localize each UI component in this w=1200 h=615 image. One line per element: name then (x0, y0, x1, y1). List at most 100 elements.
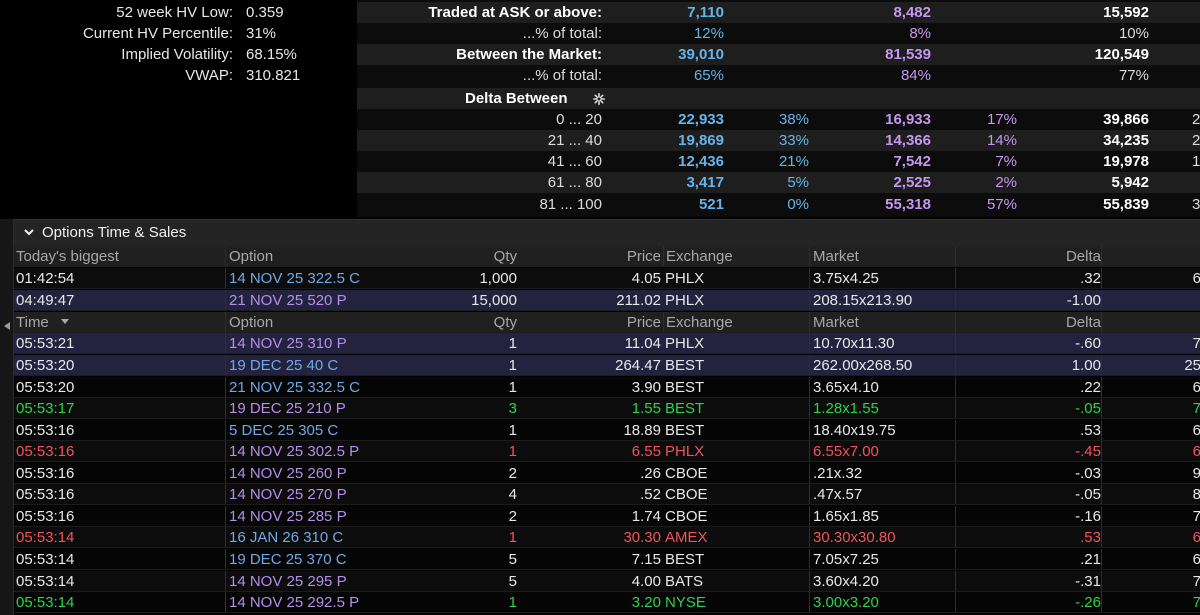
col-header-time[interactable]: Time (16, 312, 226, 332)
trade-extra: 25 (1101, 355, 1200, 375)
summary-label: ...% of total: (522, 25, 602, 42)
trade-row[interactable]: 05:53:14 19 DEC 25 370 C 5 7.15 BEST 7.0… (14, 549, 1200, 570)
trade-row[interactable]: 05:53:14 14 NOV 25 295 P 5 4.00 BATS 3.6… (14, 571, 1200, 592)
summary-label: ...% of total: (522, 67, 602, 84)
summary-label: Traded at ASK or above: (428, 4, 602, 21)
trade-option[interactable]: 14 NOV 25 292.5 P (225, 592, 519, 612)
trade-option[interactable]: 16 JAN 26 310 C (225, 527, 519, 547)
trade-time: 05:53:14 (16, 551, 75, 568)
trade-qty: 1 (508, 529, 517, 546)
trade-qty: 1 (508, 594, 517, 611)
col-header-option[interactable]: Option (225, 312, 519, 332)
summary-bid-pct: 8% (909, 25, 931, 42)
trade-extra: 7 (1101, 333, 1200, 353)
trade-row[interactable]: 05:53:16 5 DEC 25 305 C 1 18.89 BEST 18.… (14, 420, 1200, 441)
col-header-market[interactable]: Market (809, 246, 959, 266)
sort-desc-icon[interactable] (60, 319, 69, 325)
biggest-header-row: Today's biggest Option Qty Price Exchang… (14, 246, 1200, 267)
delta-ask-pct: 33% (778, 132, 809, 149)
col-header-qty[interactable]: Qty (493, 248, 517, 265)
gear-icon[interactable] (593, 93, 605, 105)
trade-row[interactable]: 05:53:16 14 NOV 25 302.5 P 1 6.55 PHLX 6… (14, 441, 1200, 462)
trade-delta: .32 (955, 268, 1101, 288)
trade-option[interactable]: 14 NOV 25 285 P (225, 506, 519, 526)
trade-delta: .53 (955, 527, 1101, 547)
col-header-option[interactable]: Option (225, 246, 519, 266)
trade-option[interactable]: 14 NOV 25 302.5 P (225, 441, 519, 461)
col-header-market[interactable]: Market (809, 312, 959, 332)
trade-qty: 1 (508, 443, 517, 460)
summary-bid-count: 8,482 (893, 4, 931, 21)
trade-qty: 1 (508, 357, 517, 374)
stat-value: 31% (246, 25, 277, 42)
trade-qty: 5 (508, 551, 517, 568)
trade-option[interactable]: 14 NOV 25 260 P (225, 463, 519, 483)
trade-option[interactable]: 5 DEC 25 305 C (225, 420, 519, 440)
col-header-delta[interactable]: Delta (955, 312, 1101, 332)
summary-ask-count: 39,010 (678, 46, 724, 63)
trade-row[interactable]: 05:53:14 14 NOV 25 292.5 P 1 3.20 NYSE 3… (14, 592, 1200, 613)
delta-between-label: Delta Between (465, 90, 568, 107)
col-header-price[interactable]: Price (626, 248, 661, 265)
trade-price: 1.74 (631, 508, 661, 525)
col-header-delta[interactable]: Delta (955, 246, 1101, 266)
trade-extra: 8 (1101, 484, 1200, 504)
col-header-exchange[interactable]: Exchange (663, 246, 812, 266)
summary-total-pct: 10% (1118, 25, 1149, 42)
trade-row[interactable]: 05:53:16 14 NOV 25 260 P 2 .26 CBOE .21x… (14, 463, 1200, 484)
trade-qty: 5 (508, 573, 517, 590)
trade-price: .26 (640, 465, 661, 482)
biggest-row[interactable]: 01:42:54 14 NOV 25 322.5 C 1,000 4.05 PH… (14, 268, 1200, 289)
trade-row[interactable]: 05:53:16 14 NOV 25 270 P 4 .52 CBOE .47x… (14, 484, 1200, 505)
trade-row[interactable]: 05:53:16 14 NOV 25 285 P 2 1.74 CBOE 1.6… (14, 506, 1200, 527)
trade-time: 05:53:16 (16, 422, 75, 439)
col-header-qty[interactable]: Qty (493, 314, 517, 331)
trade-row[interactable]: 05:53:21 14 NOV 25 310 P 1 11.04 PHLX 10… (14, 333, 1200, 354)
options-time-sales-header[interactable]: Options Time & Sales (14, 219, 1200, 246)
trade-price: 30.30 (623, 529, 661, 546)
collapse-left-icon[interactable] (3, 321, 11, 331)
chevron-down-icon[interactable] (22, 220, 36, 246)
stat-row-vwap: VWAP: 310.821 (0, 65, 356, 86)
trade-exchange: PHLX (665, 292, 705, 309)
trade-time: 05:53:20 (16, 379, 75, 396)
summary-total-pct: 77% (1118, 67, 1149, 84)
trade-market: 3.65x4.10 (809, 377, 959, 397)
trade-option[interactable]: 21 NOV 25 520 P (225, 290, 519, 310)
trade-market: 1.28x1.55 (809, 398, 959, 418)
trade-option[interactable]: 21 NOV 25 332.5 C (225, 377, 519, 397)
col-header-exchange[interactable]: Exchange (663, 312, 812, 332)
tns-header-row: Time Option Qty Price Exchange Market De… (14, 312, 1200, 333)
trade-time: 05:53:16 (16, 486, 75, 503)
trade-option[interactable]: 19 DEC 25 210 P (225, 398, 519, 418)
trade-option[interactable]: 19 DEC 25 40 C (225, 355, 519, 375)
trade-row[interactable]: 05:53:17 19 DEC 25 210 P 3 1.55 BEST 1.2… (14, 398, 1200, 419)
trade-option[interactable]: 14 NOV 25 322.5 C (225, 268, 519, 288)
stats-spacer (0, 88, 356, 218)
trade-exchange: BATS (665, 573, 704, 590)
trade-qty: 1 (508, 422, 517, 439)
trade-market: .21x.32 (809, 463, 959, 483)
col-header-price[interactable]: Price (626, 314, 661, 331)
trade-row[interactable]: 05:53:20 21 NOV 25 332.5 C 1 3.90 BEST 3… (14, 377, 1200, 398)
trade-row[interactable]: 05:53:20 19 DEC 25 40 C 1 264.47 BEST 26… (14, 355, 1200, 376)
trade-delta: .53 (955, 420, 1101, 440)
trade-option[interactable]: 14 NOV 25 270 P (225, 484, 519, 504)
trade-market: 1.65x1.85 (809, 506, 959, 526)
trade-option[interactable]: 14 NOV 25 310 P (225, 333, 519, 353)
trade-option[interactable]: 14 NOV 25 295 P (225, 571, 519, 591)
trade-market: 10.70x11.30 (809, 333, 959, 353)
trade-exchange: AMEX (665, 529, 708, 546)
delta-total: 5,942 (1111, 174, 1149, 191)
stats-panel: 52 week HV Low: 0.359 Current HV Percent… (0, 0, 356, 88)
trade-option[interactable]: 19 DEC 25 370 C (225, 549, 519, 569)
trade-price: 4.00 (631, 573, 661, 590)
left-gutter[interactable] (0, 219, 14, 615)
trade-qty: 4 (508, 486, 517, 503)
trade-market: .47x.57 (809, 484, 959, 504)
delta-range: 41 ... 60 (547, 153, 602, 170)
trade-row[interactable]: 05:53:14 16 JAN 26 310 C 1 30.30 AMEX 30… (14, 527, 1200, 548)
biggest-row[interactable]: 04:49:47 21 NOV 25 520 P 15,000 211.02 P… (14, 290, 1200, 311)
trade-time: 05:53:14 (16, 573, 75, 590)
trade-qty: 1 (508, 335, 517, 352)
